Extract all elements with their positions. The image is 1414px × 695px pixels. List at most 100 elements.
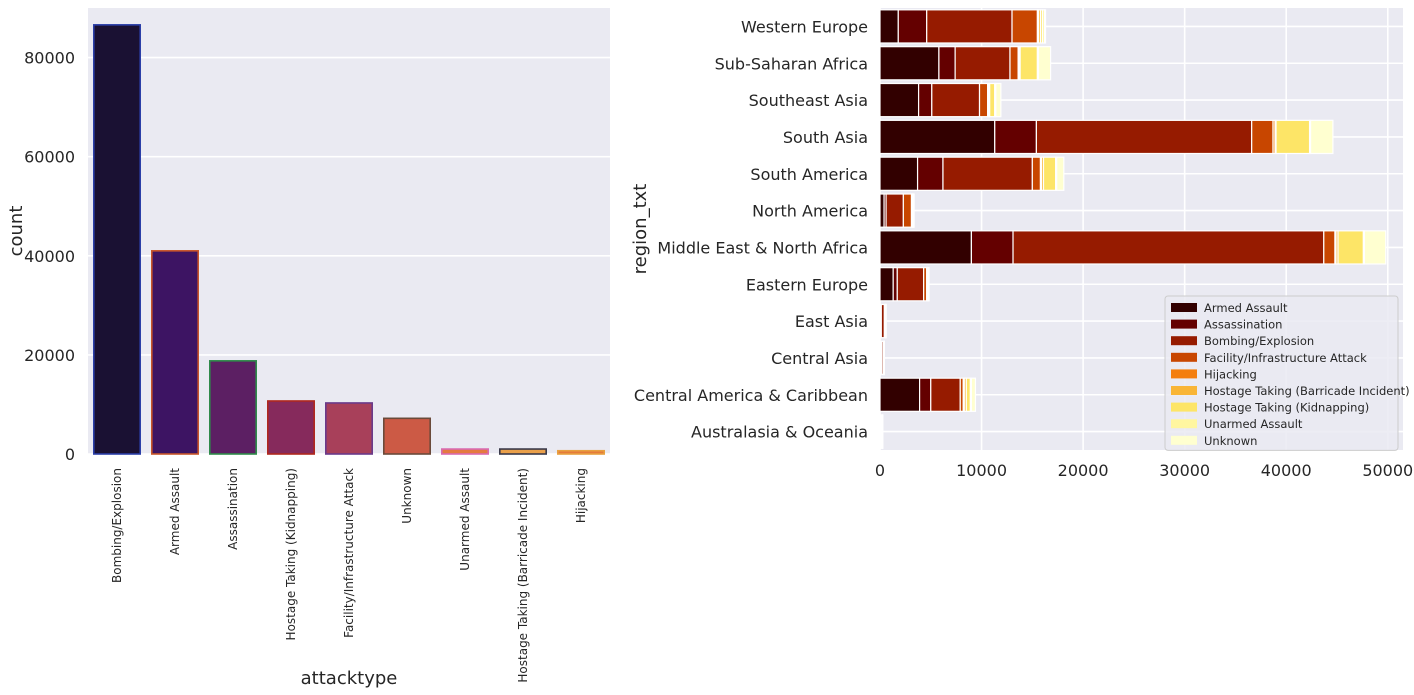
left-x-tick-label: Assassination [226, 468, 240, 550]
bar-facility-infrastructure-attack [324, 402, 373, 455]
bar-segment-sub-saharan-africa-assassination [938, 46, 956, 81]
right-x-tick-labels: 0 10000 20000 30000 40000 50000 [875, 461, 1413, 480]
right-y-tick-labels: Western Europe Sub-Saharan Africa Southeas… [634, 17, 868, 441]
left-y-axis-label: count [6, 206, 27, 257]
bar-hijacking [556, 449, 605, 455]
legend-swatch [1171, 419, 1197, 429]
legend-entry-label: Hostage Taking (Barricade Incident) [1204, 384, 1410, 398]
left-bars [93, 24, 605, 455]
left-y-tick-label: 60000 [24, 148, 75, 167]
bar-segment-southeast-asia-assassination [917, 82, 933, 118]
bar-segment-central-america-caribbean-assassination [919, 377, 932, 412]
right-x-tick-label: 20000 [1058, 461, 1109, 480]
bar-segment-eastern-europe-unknown [927, 267, 930, 302]
left-x-tick-label: Unknown [400, 468, 414, 524]
legend-entry-label: Facility/Infrastructure Attack [1204, 351, 1367, 365]
right-x-tick-label: 40000 [1261, 461, 1312, 480]
legend-entry-label: Armed Assault [1204, 301, 1288, 315]
bar-hostage-taking-kidnapping [266, 400, 315, 455]
bar-segment-central-america-caribbean-hostage-taking-kidnapping [965, 377, 971, 412]
right-y-tick-label: East Asia [795, 312, 868, 331]
bar-segment-southeast-asia-facility-infrastructure-attack [978, 82, 989, 118]
left-x-tick-label: Armed Assault [168, 468, 182, 555]
bar-segment-south-america-unknown [1056, 156, 1065, 191]
left-x-tick-label: Hostage Taking (Kidnapping) [284, 468, 298, 640]
bar-segment-north-america-armed-assault [879, 193, 885, 228]
bar-assassination [209, 360, 258, 455]
bar-segment-south-asia-assassination [994, 119, 1037, 155]
right-y-tick-label: Australasia & Oceania [691, 423, 868, 442]
right-y-tick-label: South America [750, 165, 868, 184]
bar-unarmed-assault [440, 448, 489, 455]
bar-segment-north-america-bombing-explosion [885, 193, 904, 228]
bar-segment-middle-east-north-africa-facility-infrastructure-attack [1323, 230, 1336, 265]
bar-segment-south-america-assassination [916, 156, 944, 191]
bar-segment-north-america-facility-infrastructure-attack [902, 193, 913, 228]
left-x-tick-labels: Bombing/Explosion Armed Assault Assassinat… [110, 468, 588, 683]
legend-swatch [1171, 369, 1197, 379]
bar-segment-southeast-asia-bombing-explosion [931, 82, 981, 118]
bar-segment-western-europe-armed-assault [879, 9, 899, 44]
left-x-axis-label: attacktype [301, 668, 398, 689]
right-y-tick-label: Eastern Europe [746, 275, 868, 294]
left-y-tick-label: 20000 [24, 346, 75, 365]
legend-swatch [1171, 303, 1197, 312]
bar-segment-western-europe-facility-infrastructure-attack [1011, 9, 1039, 44]
bar-segment-sub-saharan-africa-hostage-taking-kidnapping [1019, 46, 1039, 81]
attacktype-count-bar-chart: 0 20000 40000 60000 80000 Bombing/Explosion A… [6, 8, 610, 689]
bar-unknown [382, 417, 431, 455]
bar-segment-south-asia-unknown [1309, 119, 1334, 155]
bar-segment-sub-saharan-africa-bombing-explosion [954, 46, 1011, 81]
bar-segment-western-europe-assassination [897, 9, 928, 44]
bar-segment-south-america-armed-assault [879, 156, 919, 191]
legend-swatch [1171, 319, 1197, 329]
bar-segment-middle-east-north-africa-unknown [1363, 230, 1387, 265]
bar-segment-central-america-caribbean-unknown [970, 377, 977, 412]
right-y-tick-label: Western Europe [741, 17, 868, 36]
bar-segment-western-europe-bombing-explosion [926, 9, 1013, 44]
bar-segment-eastern-europe-armed-assault [879, 267, 894, 302]
bar-segment-south-asia-hostage-taking-kidnapping [1275, 119, 1311, 155]
bar-segment-middle-east-north-africa-assassination [970, 230, 1014, 265]
right-y-tick-label: Central Asia [771, 349, 868, 368]
right-y-tick-label: North America [752, 202, 868, 221]
right-y-axis-label: region_txt [630, 184, 651, 275]
bar-segment-south-america-facility-infrastructure-attack [1031, 156, 1042, 191]
legend-entry-label: Hostage Taking (Kidnapping) [1204, 401, 1369, 415]
left-x-tick-label: Hijacking [574, 468, 588, 523]
bar-segment-central-america-caribbean-armed-assault [879, 377, 921, 412]
left-y-tick-label: 40000 [24, 247, 75, 266]
bar-segment-south-america-bombing-explosion [942, 156, 1033, 191]
left-y-tick-label: 0 [65, 445, 75, 464]
bar-segment-central-america-caribbean-bombing-explosion [930, 377, 961, 412]
right-y-tick-label: Sub-Saharan Africa [715, 54, 868, 73]
bar-segment-south-asia-facility-infrastructure-attack [1251, 119, 1274, 155]
legend-swatch [1171, 336, 1197, 346]
legend-swatch [1171, 352, 1197, 362]
legend-entry-label: Bombing/Explosion [1204, 334, 1314, 348]
bar-segment-sub-saharan-africa-unknown [1037, 46, 1052, 81]
legend-swatch [1171, 402, 1197, 412]
legend-entry-label: Hijacking [1204, 367, 1257, 381]
right-stacked-bars [879, 9, 1387, 449]
bar-segment-middle-east-north-africa-hostage-taking-kidnapping [1337, 230, 1364, 265]
bar-segment-eastern-europe-assassination [892, 267, 898, 302]
left-x-tick-label: Unarmed Assault [458, 468, 472, 571]
region-attacktype-stacked-bar-chart: Western Europe Sub-Saharan Africa Southeas… [630, 8, 1413, 480]
right-x-tick-label: 30000 [1159, 461, 1210, 480]
bar-segment-south-asia-armed-assault [879, 119, 996, 155]
left-x-tick-label: Facility/Infrastructure Attack [342, 468, 356, 638]
left-x-tick-label: Hostage Taking (Barricade Incident) [516, 468, 530, 683]
bar-segment-middle-east-north-africa-bombing-explosion [1012, 230, 1325, 265]
legend-entry-label: Assassination [1204, 318, 1282, 332]
bar-segment-south-america-hostage-taking-kidnapping [1042, 156, 1057, 191]
right-x-tick-label: 10000 [956, 461, 1007, 480]
bar-segment-western-europe-unknown [1043, 9, 1047, 44]
legend-swatch [1171, 435, 1197, 445]
bar-segment-sub-saharan-africa-armed-assault [879, 46, 940, 81]
right-y-tick-label: Southeast Asia [749, 91, 868, 110]
bar-segment-southeast-asia-unknown [995, 82, 1002, 118]
bar-hostage-taking-barricade-incident [498, 448, 547, 455]
left-y-tick-label: 80000 [24, 49, 75, 68]
